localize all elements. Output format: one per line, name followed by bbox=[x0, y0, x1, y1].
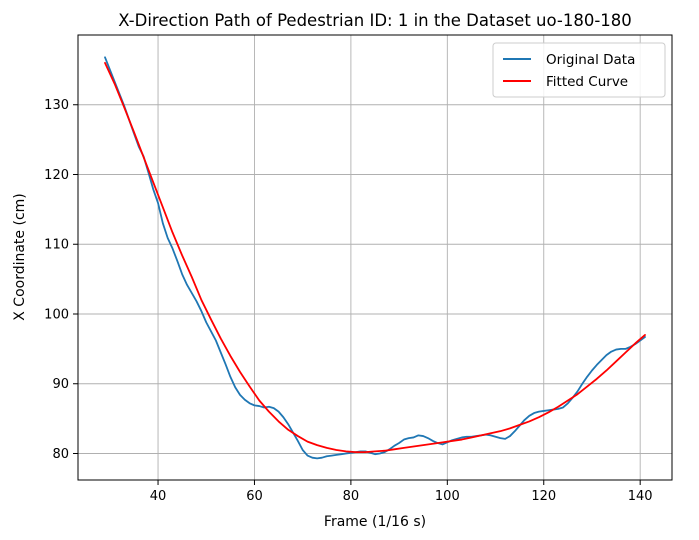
y-tick-label: 110 bbox=[44, 238, 69, 253]
chart-title: X-Direction Path of Pedestrian ID: 1 in … bbox=[118, 11, 632, 30]
x-tick-label: 60 bbox=[246, 489, 263, 504]
legend-box bbox=[492, 42, 666, 98]
ticks: 40 60 80 100 120 140 80 90 100 110 120 130 bbox=[44, 98, 652, 504]
legend: Original Data Fitted Curve bbox=[492, 42, 666, 98]
x-tick-label: 120 bbox=[531, 489, 556, 504]
legend-label-fitted-curve: Fitted Curve bbox=[546, 74, 628, 90]
y-tick-label: 130 bbox=[44, 98, 69, 113]
y-tick-label: 120 bbox=[44, 168, 69, 183]
y-tick-label: 90 bbox=[52, 377, 69, 392]
plot-area bbox=[78, 35, 672, 480]
x-tick-label: 40 bbox=[150, 489, 167, 504]
x-tick-label: 100 bbox=[435, 489, 460, 504]
series-layer bbox=[104, 56, 646, 460]
y-tick-label: 100 bbox=[44, 307, 69, 322]
series-line-fitted-curve bbox=[104, 62, 646, 454]
series-line-original-data bbox=[104, 56, 646, 460]
y-axis-label: X Coordinate (cm) bbox=[12, 193, 28, 321]
y-tick-label: 80 bbox=[52, 447, 69, 462]
grid bbox=[78, 35, 672, 480]
x-tick-label: 80 bbox=[343, 489, 360, 504]
axes-frame bbox=[77, 34, 673, 481]
x-tick-label: 140 bbox=[628, 489, 653, 504]
legend-label-original-data: Original Data bbox=[546, 52, 635, 68]
x-axis-label: Frame (1/16 s) bbox=[324, 514, 426, 530]
